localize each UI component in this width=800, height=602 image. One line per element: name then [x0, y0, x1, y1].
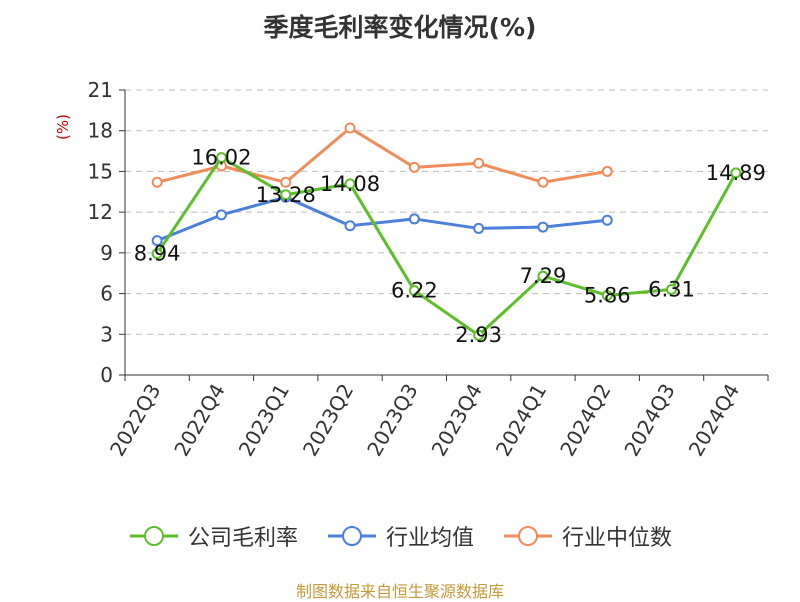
data-label: 5.86 — [584, 283, 631, 307]
data-point — [537, 270, 549, 282]
x-tick-label: 2024Q1 — [491, 380, 551, 461]
y-tick-label: 18 — [88, 119, 113, 143]
series-line — [155, 156, 738, 337]
legend-label: 行业均值 — [385, 526, 474, 551]
series-line — [156, 195, 608, 243]
x-tick-label: 2022Q3 — [105, 380, 165, 461]
legend-marker-icon — [129, 526, 178, 546]
y-tick-label: 6 — [100, 282, 113, 306]
y-tick-label: 15 — [88, 159, 113, 183]
data-label: 2.93 — [455, 323, 502, 347]
x-tick-label: 2022Q4 — [169, 380, 229, 461]
x-tick-label: 2024Q4 — [684, 380, 744, 461]
data-label: 13.28 — [256, 183, 316, 207]
x-tick-label: 2024Q3 — [619, 380, 679, 461]
data-point — [151, 176, 163, 188]
data-point — [408, 161, 420, 173]
legend-item[interactable]: 公司毛利率 — [128, 520, 298, 552]
series-lines — [151, 122, 742, 341]
series-line — [156, 126, 608, 184]
chart-title: 季度毛利率变化情况(%) — [263, 13, 537, 42]
data-point — [666, 283, 678, 295]
data-point — [473, 222, 485, 234]
data-point — [280, 189, 292, 201]
data-point — [473, 157, 485, 169]
y-tick-label: 0 — [100, 363, 113, 387]
data-point — [344, 220, 356, 232]
data-point — [537, 221, 549, 233]
y-axis-unit-label: (%) — [54, 114, 72, 140]
data-point — [344, 122, 356, 134]
legend-marker-icon — [504, 526, 552, 546]
legend-circle — [518, 526, 538, 546]
data-point — [215, 209, 227, 221]
legend-item[interactable]: 行业均值 — [326, 520, 474, 552]
data-label: 14.89 — [706, 161, 766, 185]
data-point — [601, 214, 613, 226]
data-point — [537, 176, 549, 188]
source-note: 制图数据来自恒生聚源数据库 — [295, 582, 504, 601]
data-label: 8.94 — [134, 242, 181, 266]
data-label: 14.08 — [320, 172, 380, 196]
legend-circle — [341, 526, 362, 546]
data-point — [408, 285, 420, 297]
legend-marker-icon — [327, 526, 376, 546]
data-label: 6.22 — [391, 279, 438, 303]
data-point — [151, 248, 163, 260]
x-tick-label: 2024Q2 — [555, 380, 615, 461]
data-point — [151, 235, 163, 247]
grid-lines — [125, 89, 768, 335]
data-label: 16.02 — [191, 146, 251, 170]
legend-item[interactable]: 行业中位数 — [502, 520, 672, 552]
y-tick-label: 3 — [100, 322, 113, 346]
data-label: 6.31 — [648, 277, 695, 301]
y-tick-label: 9 — [100, 241, 113, 265]
legend-label: 行业中位数 — [562, 526, 673, 551]
x-tick-label: 2023Q3 — [362, 380, 422, 461]
data-point — [730, 167, 742, 179]
y-tick-label: 12 — [88, 200, 113, 224]
legend-label: 公司毛利率 — [187, 526, 298, 551]
data-point — [408, 213, 420, 225]
data-point — [601, 165, 613, 177]
data-point — [473, 329, 485, 341]
x-tick-label: 2023Q4 — [427, 380, 487, 461]
data-point — [280, 176, 292, 188]
data-point — [344, 178, 356, 190]
y-tick-label: 21 — [88, 78, 113, 102]
data-point — [215, 152, 227, 164]
legend-circle — [143, 526, 164, 546]
x-tick-label: 2023Q2 — [298, 380, 358, 461]
legend: 公司毛利率 行业均值 行业中位数 — [0, 520, 800, 552]
x-tick-label: 2023Q1 — [234, 380, 294, 461]
data-label: 7.29 — [520, 264, 567, 288]
data-point — [601, 289, 613, 301]
